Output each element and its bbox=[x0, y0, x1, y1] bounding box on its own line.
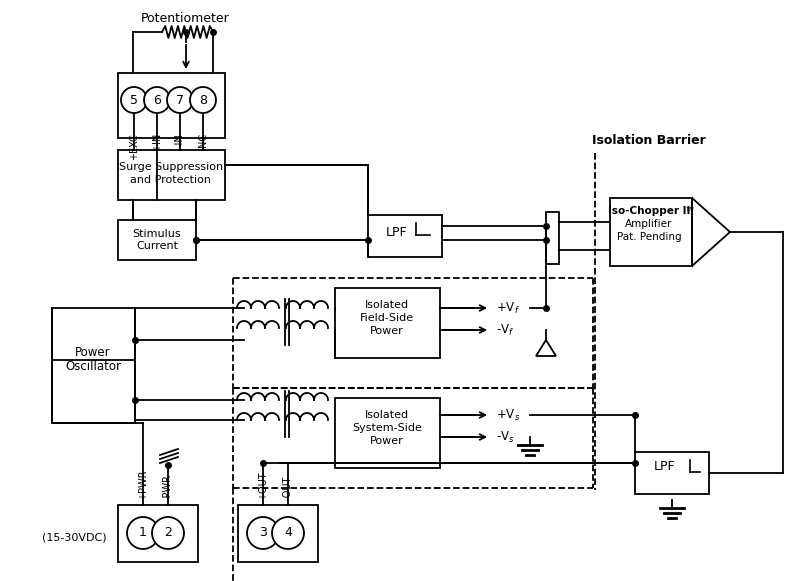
Bar bbox=[635, 452, 709, 494]
Text: Isolated: Isolated bbox=[365, 300, 409, 310]
Text: Field-Side: Field-Side bbox=[360, 313, 414, 323]
Text: Power: Power bbox=[370, 326, 404, 336]
Text: 4: 4 bbox=[284, 526, 292, 540]
Circle shape bbox=[167, 87, 193, 113]
Bar bbox=[238, 505, 318, 562]
Text: +EXC: +EXC bbox=[129, 133, 139, 160]
Bar bbox=[335, 288, 440, 358]
Bar bbox=[335, 398, 440, 468]
Text: $^{TM}$: $^{TM}$ bbox=[685, 206, 695, 216]
Text: -V$_f$: -V$_f$ bbox=[496, 322, 514, 338]
Bar bbox=[368, 215, 442, 257]
Text: Amplifier: Amplifier bbox=[626, 219, 673, 229]
Bar bbox=[610, 198, 692, 266]
Text: Isolation Barrier: Isolation Barrier bbox=[592, 134, 706, 146]
Text: +IN: +IN bbox=[152, 133, 162, 151]
Bar bbox=[546, 212, 559, 264]
Text: 7: 7 bbox=[176, 94, 184, 106]
Text: Stimulus: Stimulus bbox=[133, 229, 182, 239]
Bar bbox=[52, 308, 135, 423]
Circle shape bbox=[152, 517, 184, 549]
Text: (15-30VDC): (15-30VDC) bbox=[42, 532, 106, 542]
Text: Isolated: Isolated bbox=[365, 410, 409, 420]
Bar bbox=[118, 73, 225, 138]
Text: Power: Power bbox=[370, 436, 404, 446]
Text: 5: 5 bbox=[130, 94, 138, 106]
Circle shape bbox=[272, 517, 304, 549]
Bar bbox=[118, 505, 198, 562]
Text: Surge Suppression: Surge Suppression bbox=[119, 162, 223, 172]
Bar bbox=[118, 150, 225, 200]
Text: 3: 3 bbox=[259, 526, 267, 540]
Text: -OUT: -OUT bbox=[283, 476, 293, 500]
Text: Pat. Pending: Pat. Pending bbox=[617, 232, 682, 242]
Text: NC: NC bbox=[198, 133, 208, 147]
Circle shape bbox=[190, 87, 216, 113]
Text: Current: Current bbox=[136, 241, 178, 251]
Text: and Protection: and Protection bbox=[130, 175, 211, 185]
Text: Iso-Chopper II: Iso-Chopper II bbox=[608, 206, 690, 216]
Circle shape bbox=[127, 517, 159, 549]
Text: 6: 6 bbox=[153, 94, 161, 106]
Text: +PWR: +PWR bbox=[138, 469, 148, 500]
Text: 1: 1 bbox=[139, 526, 147, 540]
Text: System-Side: System-Side bbox=[352, 423, 422, 433]
Text: +V$_f$: +V$_f$ bbox=[496, 300, 520, 315]
Text: +OUT: +OUT bbox=[258, 471, 268, 500]
Circle shape bbox=[144, 87, 170, 113]
Text: Oscillator: Oscillator bbox=[65, 360, 121, 374]
Text: Potentiometer: Potentiometer bbox=[141, 12, 230, 24]
Text: -IN: -IN bbox=[175, 133, 185, 147]
Circle shape bbox=[247, 517, 279, 549]
Text: LPF: LPF bbox=[654, 461, 676, 474]
Text: LPF: LPF bbox=[386, 227, 408, 239]
Bar bbox=[118, 220, 196, 260]
Text: -V$_s$: -V$_s$ bbox=[496, 429, 514, 444]
Text: 8: 8 bbox=[199, 94, 207, 106]
Text: 2: 2 bbox=[164, 526, 172, 540]
Text: +V$_s$: +V$_s$ bbox=[496, 407, 520, 422]
Text: Power: Power bbox=[75, 346, 111, 360]
Circle shape bbox=[121, 87, 147, 113]
Text: -PWR: -PWR bbox=[163, 474, 173, 500]
